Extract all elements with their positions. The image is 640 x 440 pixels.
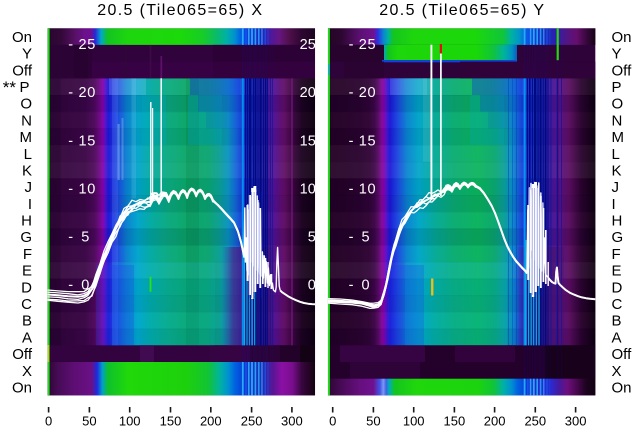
svg-text:H: H: [612, 213, 623, 230]
svg-text:- 15: - 15: [349, 133, 376, 149]
svg-text:Off: Off: [12, 346, 33, 363]
svg-text:- 20: - 20: [349, 85, 376, 101]
svg-text:On: On: [612, 29, 632, 46]
svg-text:200: 200: [200, 414, 222, 429]
svg-text:N: N: [21, 112, 32, 129]
svg-text:I: I: [612, 196, 616, 213]
svg-text:50: 50: [366, 414, 380, 429]
svg-text:20: 20: [300, 85, 316, 101]
svg-text:200: 200: [484, 414, 506, 429]
svg-text:- 10: - 10: [68, 181, 95, 197]
svg-text:- 10: - 10: [349, 181, 376, 197]
svg-text:100: 100: [403, 414, 425, 429]
svg-text:On: On: [612, 380, 632, 397]
svg-text:G: G: [612, 229, 624, 246]
svg-text:J: J: [25, 179, 33, 196]
svg-text:10: 10: [300, 181, 316, 197]
svg-text:On: On: [12, 380, 32, 397]
svg-text:E: E: [22, 263, 32, 280]
svg-text:D: D: [21, 279, 32, 296]
svg-text:150: 150: [160, 414, 182, 429]
svg-text:**: **: [3, 78, 17, 97]
svg-text:N: N: [612, 112, 623, 129]
svg-text:A: A: [612, 329, 622, 346]
svg-text:15: 15: [300, 133, 316, 149]
svg-text:250: 250: [524, 414, 546, 429]
svg-text:P: P: [612, 79, 622, 96]
svg-text:O: O: [20, 96, 32, 113]
svg-text:L: L: [612, 146, 620, 163]
svg-text:25: 25: [300, 37, 316, 53]
svg-text:0: 0: [329, 414, 336, 429]
svg-text:G: G: [20, 229, 32, 246]
svg-text:B: B: [22, 313, 32, 330]
svg-text:X: X: [22, 363, 32, 380]
svg-text:F: F: [23, 246, 32, 263]
svg-text:- 15: - 15: [68, 133, 95, 149]
svg-text:- 25: - 25: [349, 37, 376, 53]
svg-text:100: 100: [119, 414, 141, 429]
svg-text:A: A: [22, 329, 32, 346]
svg-text:K: K: [612, 163, 622, 180]
svg-text:150: 150: [444, 414, 466, 429]
svg-text:- 25: - 25: [68, 37, 95, 53]
svg-text:M: M: [612, 129, 625, 146]
svg-text:5: 5: [308, 229, 316, 245]
svg-text:- 0: - 0: [349, 277, 370, 293]
svg-text:0: 0: [308, 277, 316, 293]
svg-text:250: 250: [241, 414, 263, 429]
svg-text:F: F: [612, 246, 621, 263]
svg-text:C: C: [21, 296, 32, 313]
svg-text:- 5: - 5: [68, 229, 89, 245]
svg-text:50: 50: [82, 414, 96, 429]
svg-text:300: 300: [281, 414, 303, 429]
svg-text:D: D: [612, 279, 623, 296]
svg-text:P: P: [19, 79, 29, 96]
svg-text:Y: Y: [612, 46, 622, 63]
svg-text:Off: Off: [12, 62, 33, 79]
svg-text:- 0: - 0: [68, 277, 89, 293]
svg-text:- 5: - 5: [349, 229, 370, 245]
svg-text:C: C: [612, 296, 623, 313]
svg-text:I: I: [28, 196, 32, 213]
svg-text:Y: Y: [22, 46, 32, 63]
svg-text:Off: Off: [612, 346, 633, 363]
svg-text:- 20: - 20: [68, 85, 95, 101]
svg-text:O: O: [612, 96, 624, 113]
svg-text:J: J: [612, 179, 620, 196]
svg-text:Off: Off: [612, 62, 633, 79]
svg-text:X: X: [612, 363, 622, 380]
svg-text:K: K: [22, 163, 32, 180]
svg-text:On: On: [12, 29, 32, 46]
svg-text:H: H: [21, 213, 32, 230]
svg-text:20.5 (Tile065=65) Y: 20.5 (Tile065=65) Y: [379, 2, 544, 19]
svg-text:0: 0: [45, 414, 52, 429]
svg-text:B: B: [612, 313, 622, 330]
svg-text:M: M: [20, 129, 33, 146]
svg-text:300: 300: [565, 414, 587, 429]
svg-text:L: L: [24, 146, 32, 163]
svg-text:E: E: [612, 263, 622, 280]
